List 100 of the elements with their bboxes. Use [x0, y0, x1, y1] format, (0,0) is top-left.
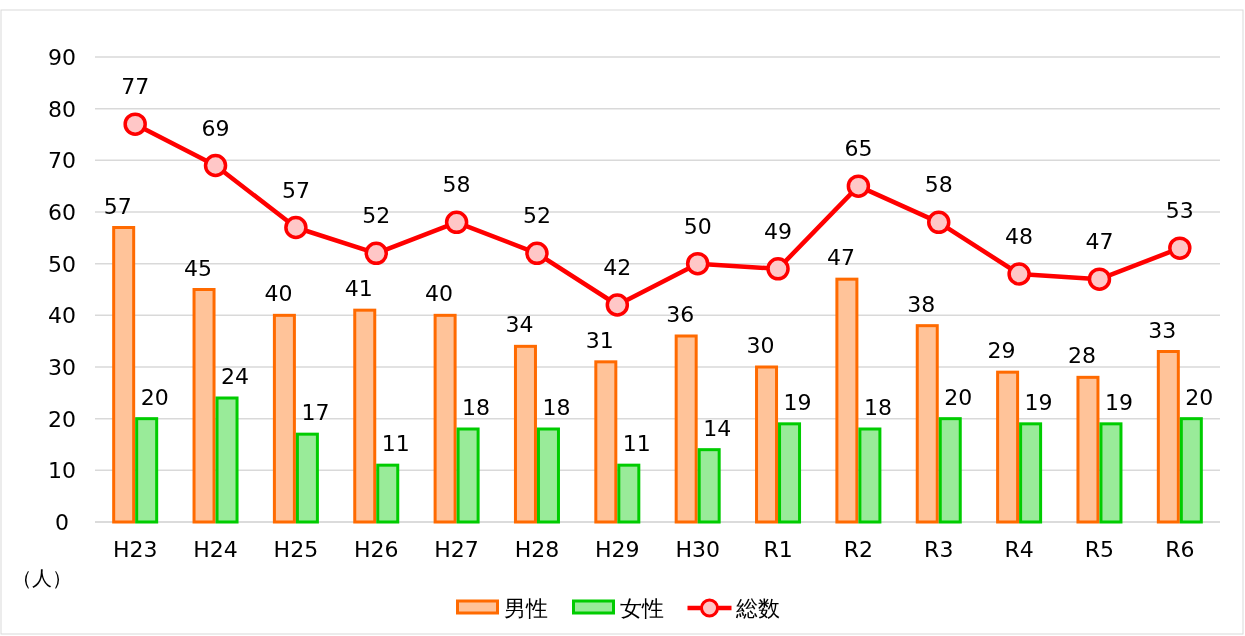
bar [513, 344, 537, 524]
data-label: 77 [121, 74, 150, 100]
point [364, 241, 388, 266]
point [605, 293, 630, 317]
data-label: 52 [362, 203, 391, 229]
bar [433, 313, 457, 524]
x-tick-label: H24 [193, 537, 238, 562]
point [444, 210, 469, 235]
x-tick-label: H30 [675, 537, 720, 562]
data-label: 53 [1165, 198, 1194, 224]
data-label: 58 [924, 172, 953, 198]
bar [778, 422, 802, 524]
y-tick-label: 60 [48, 200, 76, 225]
data-label: 36 [666, 302, 695, 327]
data-label: 11 [622, 431, 651, 457]
data-label: 48 [1005, 224, 1034, 249]
bar [835, 277, 859, 524]
bar [215, 396, 239, 524]
data-label: 20 [140, 384, 169, 410]
data-label: 19 [1104, 389, 1133, 415]
bar [295, 432, 319, 524]
x-tick-label: H26 [353, 537, 399, 562]
data-label: 18 [863, 395, 892, 420]
data-label: 17 [301, 400, 330, 426]
data-label: 24 [221, 364, 250, 389]
data-label: 34 [505, 312, 534, 338]
x-tick-label: R6 [1165, 537, 1195, 562]
data-label: 49 [764, 218, 793, 244]
point [284, 215, 308, 240]
data-label: 40 [425, 281, 454, 307]
data-label: 47 [1085, 229, 1114, 255]
data-label: 41 [344, 276, 373, 302]
data-label: 18 [542, 395, 571, 420]
data-label: 28 [1067, 343, 1096, 369]
x-tick-label: H27 [434, 537, 479, 562]
x-tick-label: R1 [763, 537, 793, 562]
x-tick-label: H28 [514, 537, 560, 562]
x-tick-label: H23 [112, 537, 158, 562]
data-label: 11 [381, 431, 410, 457]
data-label: 14 [703, 415, 732, 441]
bar [674, 334, 698, 524]
bar [1156, 350, 1180, 524]
bar [192, 288, 216, 524]
bar [755, 365, 779, 524]
data-label: 29 [987, 338, 1016, 364]
data-label: 40 [264, 281, 293, 307]
x-tick-label: H29 [595, 537, 640, 562]
data-label: 18 [462, 395, 491, 420]
data-label: 50 [683, 213, 712, 239]
bar [272, 313, 296, 524]
bar [996, 370, 1020, 524]
bar [376, 463, 400, 524]
data-label: 47 [826, 245, 855, 271]
bar [858, 427, 882, 524]
bar [536, 427, 560, 524]
bar [1179, 417, 1203, 524]
data-label: 57 [281, 177, 310, 203]
data-label: 20 [944, 384, 973, 410]
y-tick-label: 90 [48, 45, 76, 70]
data-label: 65 [844, 136, 873, 162]
point [1087, 267, 1112, 291]
y-tick-label: 70 [48, 148, 76, 174]
bar [1076, 375, 1100, 524]
x-tick-label: R2 [843, 537, 874, 562]
point [1007, 262, 1031, 286]
y-tick-label: 30 [48, 355, 76, 380]
data-label: 69 [201, 115, 230, 141]
data-label: 42 [603, 255, 632, 280]
data-label: 52 [522, 203, 551, 229]
x-tick-label: R5 [1084, 537, 1115, 562]
data-label: 33 [1148, 317, 1177, 343]
data-label: 45 [184, 255, 213, 281]
bar [1099, 422, 1123, 524]
data-label: 19 [783, 389, 812, 415]
legend-label: 男性 [503, 596, 548, 621]
bar [135, 417, 159, 524]
point [927, 210, 951, 235]
bar [1019, 422, 1043, 524]
point [123, 112, 147, 136]
legend-label: 総数 [734, 596, 780, 621]
bar [456, 427, 480, 524]
data-label: 19 [1024, 389, 1053, 415]
bar [112, 226, 136, 524]
data-label: 30 [746, 333, 775, 358]
bar [617, 463, 641, 524]
data-label: 20 [1185, 384, 1214, 410]
point [203, 153, 228, 178]
y-tick-label: 0 [55, 510, 69, 535]
legend-label: 女性 [619, 596, 664, 621]
bar [915, 324, 939, 524]
point [1168, 236, 1192, 260]
bar [353, 308, 377, 524]
data-label: 58 [442, 172, 471, 198]
y-tick-label: 10 [48, 458, 76, 484]
x-tick-label: R4 [1004, 537, 1034, 562]
y-tick-label: 20 [48, 406, 76, 432]
bar [697, 448, 721, 524]
x-tick-label: H25 [273, 537, 319, 562]
x-tick-label: R3 [924, 537, 954, 562]
y-tick-label: 40 [48, 303, 76, 329]
